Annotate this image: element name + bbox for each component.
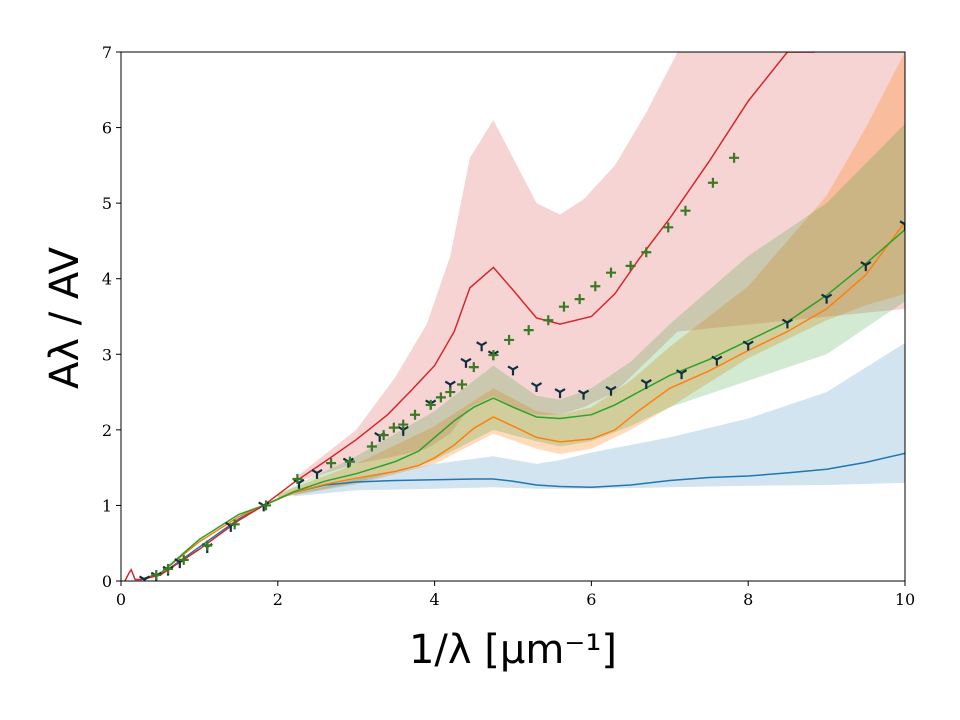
marker-tri-down [675, 369, 688, 380]
marker-plus [425, 399, 436, 410]
marker-plus [366, 441, 377, 452]
marker-plus [663, 222, 674, 233]
marker-tri-down [476, 341, 488, 352]
marker-tri-down [311, 468, 323, 479]
marker-plus [378, 430, 389, 441]
x-tick-label: 6 [586, 590, 596, 609]
marker-plus [707, 177, 718, 188]
x-axis-ticks: 0 2 4 6 8 10 [116, 581, 915, 609]
marker-tri-down [138, 575, 151, 581]
marker-tri-down [530, 382, 543, 393]
marker-tri-down [821, 293, 833, 304]
marker-plus [202, 540, 213, 551]
model-curves [124, 52, 905, 581]
marker-plus [261, 500, 272, 511]
marker-plus [326, 458, 337, 469]
series-line-3 [124, 52, 815, 581]
marker-plus [606, 267, 616, 278]
marker-plus [435, 392, 446, 403]
marker-plus [398, 419, 409, 430]
marker-tri-down [711, 355, 723, 366]
observed-points [138, 152, 905, 581]
marker-plus [468, 362, 479, 373]
marker-plus [641, 247, 652, 258]
marker-tri-down [899, 220, 905, 231]
x-tick-label: 10 [895, 590, 915, 609]
x-tick-label: 0 [116, 590, 126, 609]
band-1 [277, 52, 905, 498]
y-tick-label: 0 [102, 572, 112, 591]
y-axis-ticks: 0 1 2 3 4 5 6 7 [102, 43, 121, 591]
x-tick-label: 8 [743, 590, 753, 609]
band-3 [293, 342, 905, 497]
x-tick-label: 2 [273, 590, 283, 609]
marker-plus [229, 519, 240, 530]
marker-plus [558, 301, 569, 312]
marker-plus [729, 152, 740, 163]
marker-plus [151, 569, 162, 580]
series-line-2 [140, 229, 905, 581]
marker-tri-down [460, 357, 472, 368]
y-tick-label: 5 [102, 194, 112, 213]
y-tick-label: 3 [102, 345, 112, 364]
y-tick-label: 4 [102, 270, 112, 289]
x-tick-label: 4 [430, 590, 440, 609]
y-tick-label: 2 [102, 421, 112, 440]
marker-plus [625, 260, 636, 271]
marker-plus [178, 554, 189, 565]
band-0 [293, 52, 905, 483]
marker-plus [292, 473, 303, 484]
marker-plus [163, 563, 174, 574]
marker-plus [388, 422, 399, 433]
marker-tri-down [781, 318, 793, 329]
y-axis-label: Aλ / AV [42, 246, 88, 389]
marker-plus [590, 281, 601, 292]
marker-plus [457, 379, 468, 390]
marker-tri-down [860, 261, 872, 272]
marker-plus [504, 334, 515, 345]
y-tick-label: 1 [102, 496, 112, 515]
x-axis-label: 1/λ [μm⁻¹] [409, 627, 617, 673]
uncertainty-bands [277, 52, 905, 498]
marker-plus [523, 325, 534, 336]
marker-plus [543, 315, 554, 326]
marker-plus [445, 387, 456, 398]
y-tick-label: 7 [102, 43, 112, 62]
marker-plus [344, 456, 355, 467]
marker-tri-down [742, 340, 754, 351]
y-tick-label: 6 [102, 119, 112, 138]
plot-frame [120, 51, 906, 582]
band-2 [277, 123, 905, 498]
marker-tri-down [577, 389, 590, 400]
marker-plus [410, 409, 420, 420]
marker-plus [680, 205, 691, 216]
marker-plus [488, 350, 499, 361]
marker-plus [574, 294, 585, 305]
marker-tri-down [554, 388, 566, 399]
marker-tri-down [605, 385, 617, 396]
marker-tri-down [507, 365, 519, 376]
marker-tri-down [640, 379, 652, 390]
